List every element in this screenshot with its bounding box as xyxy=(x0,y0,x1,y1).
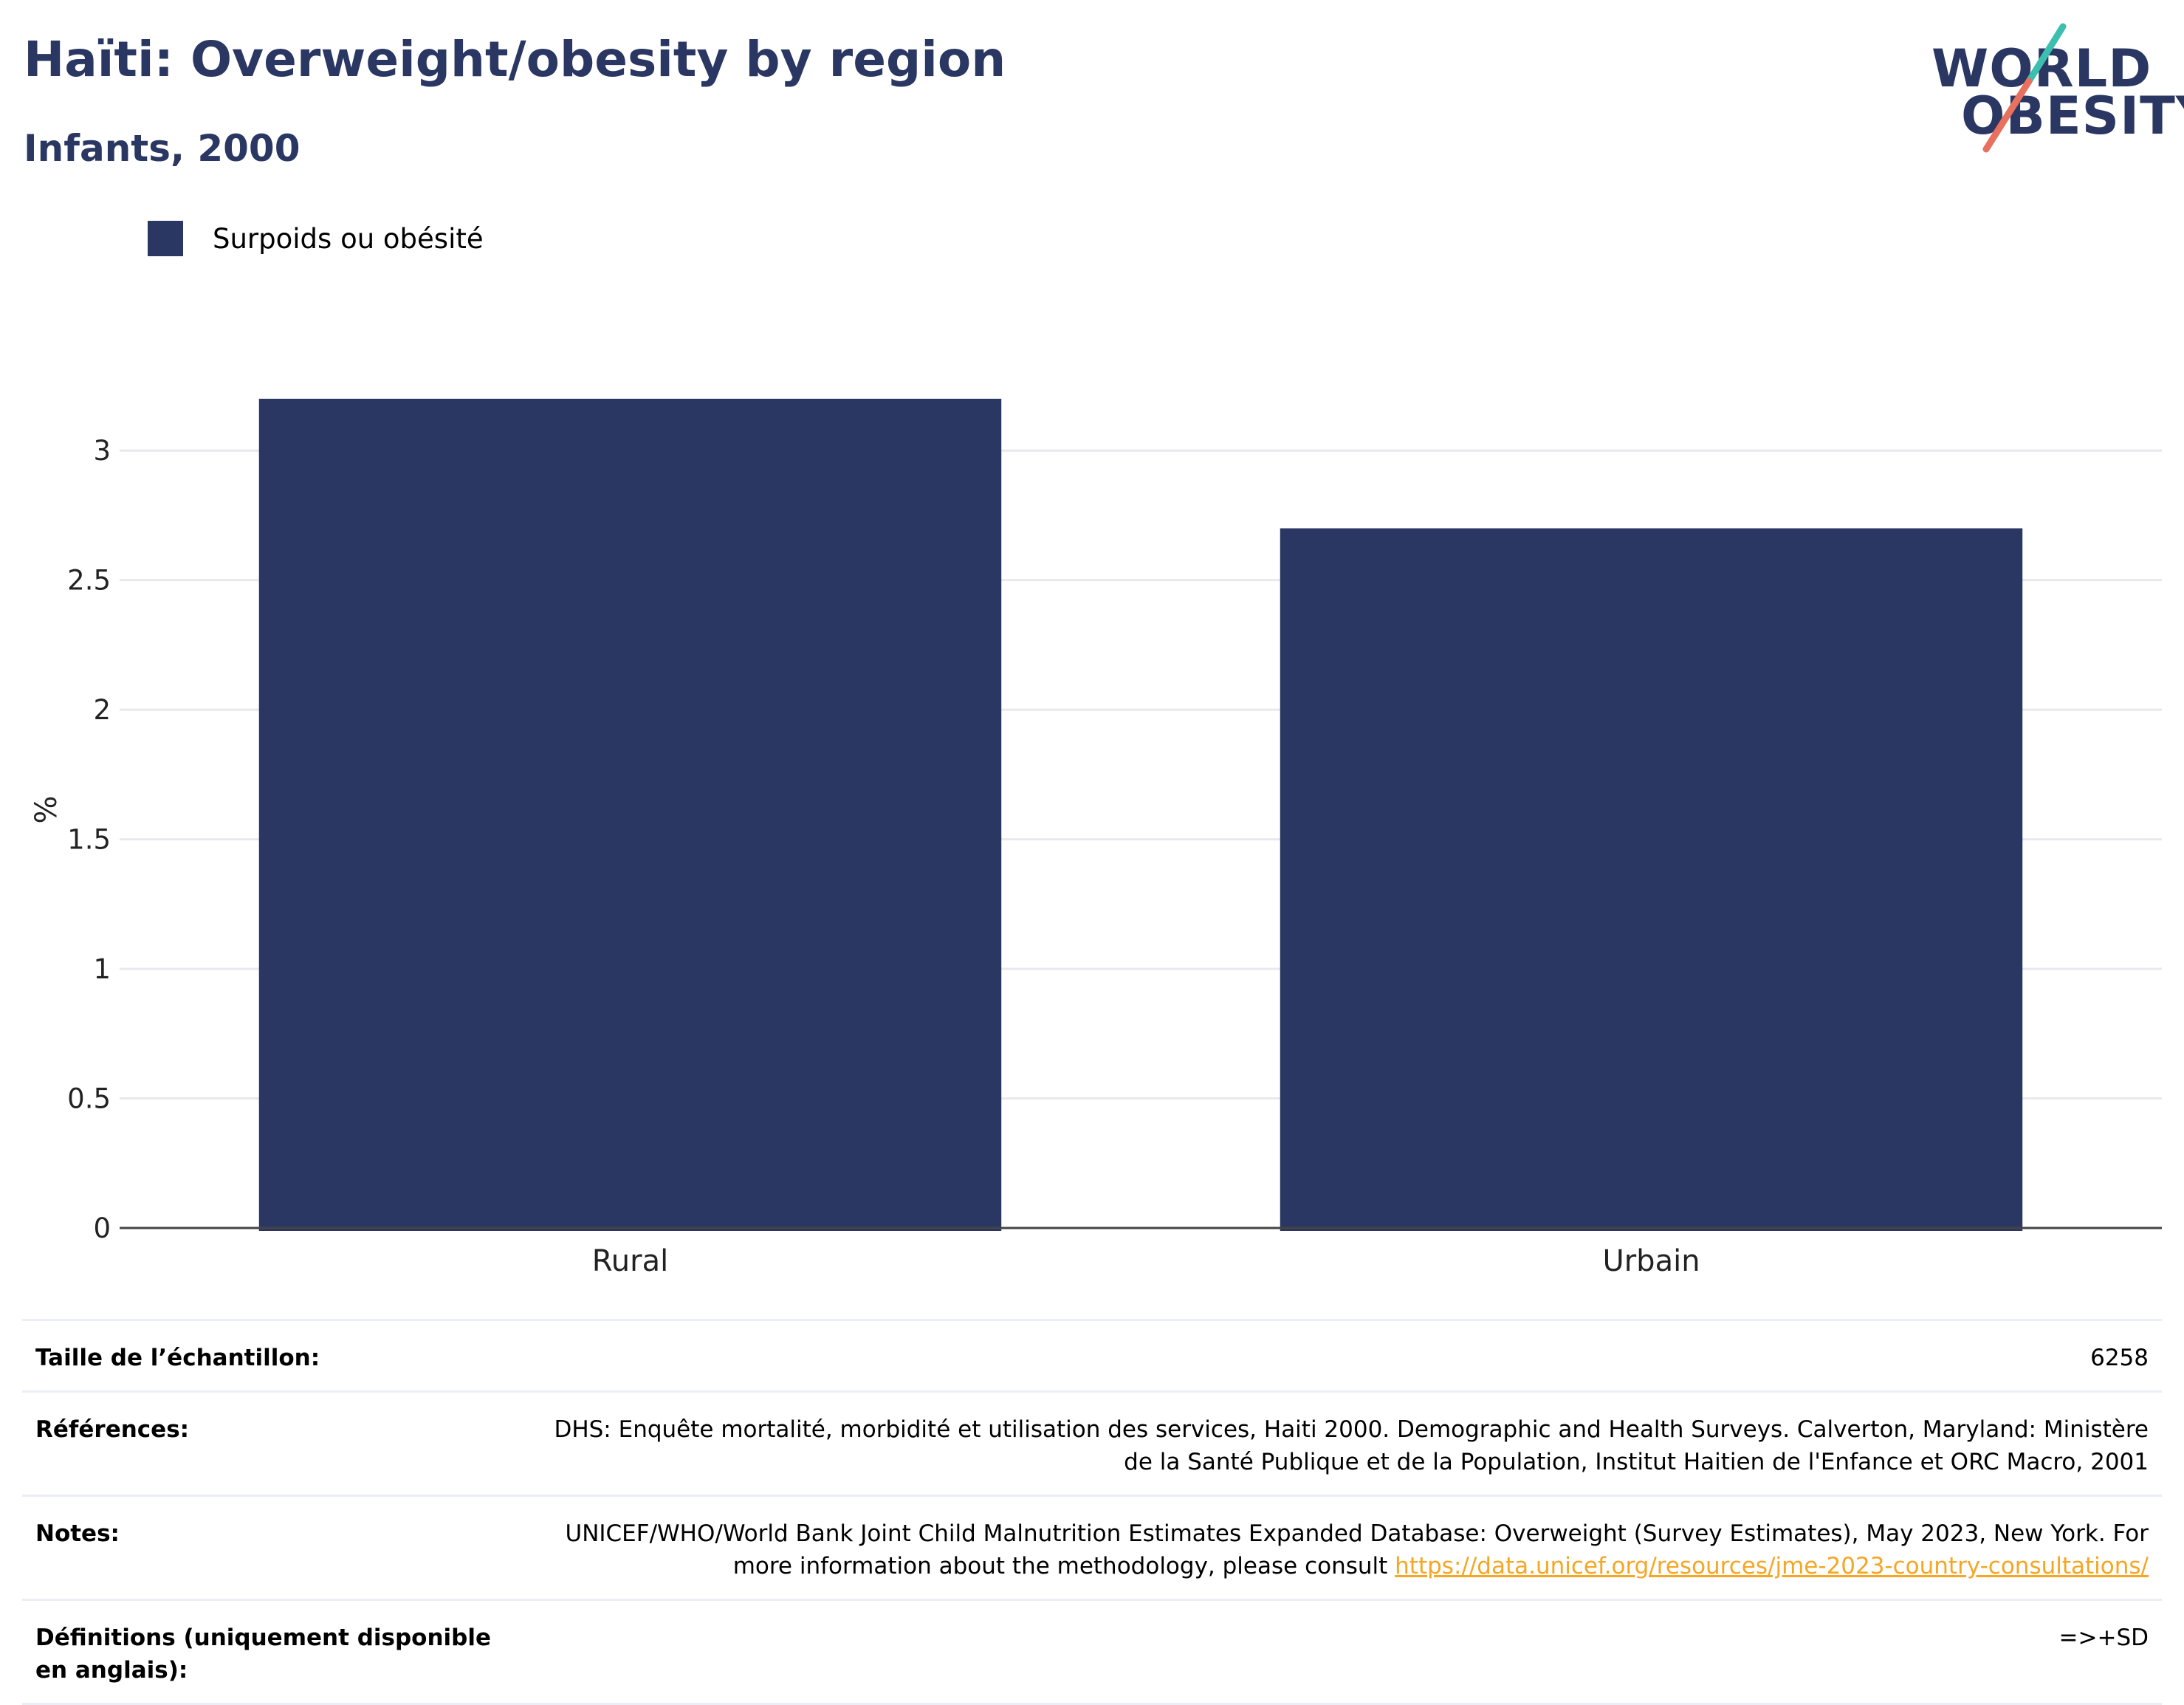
y-tick-label: 1 xyxy=(93,953,111,985)
legend: Surpoids ou obésité xyxy=(148,220,484,257)
y-tick-label: 0 xyxy=(93,1212,111,1244)
legend-label: Surpoids ou obésité xyxy=(213,222,484,255)
info-row-references: Références: DHS: Enquête mortalité, morb… xyxy=(22,1391,2162,1497)
notes-value: UNICEF/WHO/World Bank Joint Child Malnut… xyxy=(536,1495,2162,1601)
logo-line-1: WORLD xyxy=(1931,38,2152,99)
definitions-value: =>+SD xyxy=(536,1599,2162,1705)
notes-label: Notes: xyxy=(22,1495,536,1601)
bar-urbain xyxy=(1280,528,2023,1231)
info-table: Taille de l’échantillon: 6258 Références… xyxy=(22,1319,2162,1705)
x-category-label: Urbain xyxy=(1602,1244,1700,1278)
legend-swatch xyxy=(148,221,183,256)
world-obesity-logo[interactable]: WORLD OBESITY xyxy=(1920,19,2184,159)
x-category-label: Rural xyxy=(592,1244,668,1278)
definitions-label: Définitions (uniquement disponible en an… xyxy=(22,1599,536,1705)
y-tick-label: 0.5 xyxy=(67,1083,111,1115)
chart-title: Haïti: Overweight/obesity by region xyxy=(24,31,1006,88)
y-tick-label: 2.5 xyxy=(67,565,111,597)
methodology-link[interactable]: https://data.unicef.org/resources/jme-20… xyxy=(1395,1553,2149,1579)
info-row-definitions: Définitions (uniquement disponible en an… xyxy=(22,1599,2162,1705)
bar-chart: 0 0.5 1 1.5 2 2.5 3 Rural Urbain% xyxy=(30,399,2162,1278)
y-tick-label: 1.5 xyxy=(67,824,111,856)
references-label: Références: xyxy=(22,1391,536,1497)
references-value: DHS: Enquête mortalité, morbidité et uti… xyxy=(536,1391,2162,1497)
info-row-notes: Notes: UNICEF/WHO/World Bank Joint Child… xyxy=(22,1495,2162,1601)
bar-rural xyxy=(258,399,1002,1231)
chart-subtitle: Infants, 2000 xyxy=(24,127,301,170)
sample-size-label: Taille de l’échantillon: xyxy=(22,1319,536,1393)
notes-text: UNICEF/WHO/World Bank Joint Child Malnut… xyxy=(565,1520,2149,1579)
y-tick-label: 3 xyxy=(93,435,111,467)
sample-size-value: 6258 xyxy=(536,1319,2162,1393)
y-axis-title: % xyxy=(30,795,63,823)
logo-slash-icon xyxy=(1982,23,2067,153)
y-tick-label: 2 xyxy=(93,694,111,726)
info-row-sample: Taille de l’échantillon: 6258 xyxy=(22,1319,2162,1393)
